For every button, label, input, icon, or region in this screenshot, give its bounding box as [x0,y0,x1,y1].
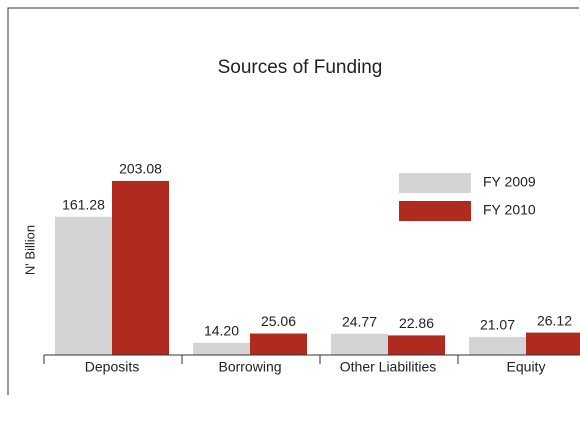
legend-label: FY 2009 [483,174,536,190]
y-axis-label: N' Billion [22,225,37,275]
value-label: 14.20 [204,323,239,339]
bar [193,342,250,355]
value-label: 161.28 [62,196,105,212]
value-label: 25.06 [261,313,296,329]
bar [331,333,388,355]
chart-title: Sources of Funding [218,57,383,78]
value-label: 21.07 [480,317,515,333]
bar [250,333,307,355]
legend-swatch [399,201,471,221]
bar [112,180,169,355]
frame [7,7,579,395]
value-label: 26.12 [537,312,572,328]
legend-label: FY 2010 [483,202,536,218]
bar [55,216,112,355]
value-label: 22.86 [399,315,434,331]
x-tick-label: Deposits [85,359,139,375]
bar [388,335,445,355]
x-tick-label: Borrowing [218,359,281,375]
value-label: 24.77 [342,313,377,329]
value-label: 203.08 [119,161,162,177]
bar [526,332,580,355]
x-tick-label: Other Liabilities [340,359,437,375]
bar [469,336,526,355]
legend-swatch [399,173,471,193]
x-tick-label: Equity [507,359,546,375]
